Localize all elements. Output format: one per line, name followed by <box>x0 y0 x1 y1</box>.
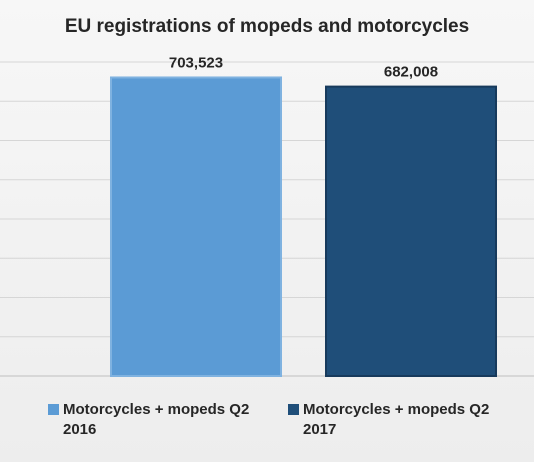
chart-legend: Motorcycles + mopeds Q2 2016 Motorcycles… <box>0 400 534 450</box>
legend-label-q2-2017: Motorcycles + mopeds Q2 2017 <box>303 401 490 438</box>
bar-q2-2017 <box>325 85 497 377</box>
bar-q2-2016 <box>110 76 282 377</box>
bar-chart: 703,523 682,008 <box>0 54 534 377</box>
legend-label-q2-2016: Motorcycles + mopeds Q2 2016 <box>63 401 250 438</box>
legend-item-q2-2016: Motorcycles + mopeds Q2 2016 <box>48 400 253 440</box>
legend-swatch-q2-2016 <box>48 404 59 415</box>
legend-swatch-q2-2017 <box>288 404 299 415</box>
data-label-q2-2016: 703,523 <box>169 54 223 71</box>
data-label-q2-2017: 682,008 <box>384 64 438 81</box>
chart-title: EU registrations of mopeds and motorcycl… <box>64 16 470 37</box>
legend-item-q2-2017: Motorcycles + mopeds Q2 2017 <box>288 400 493 440</box>
